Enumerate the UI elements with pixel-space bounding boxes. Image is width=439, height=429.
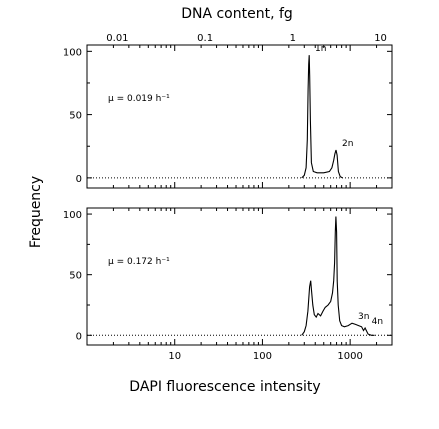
histogram-line bbox=[301, 55, 343, 179]
bottom-axis-title: DAPI fluorescence intensity bbox=[129, 379, 320, 395]
peak-label-1n: 1n bbox=[315, 44, 326, 54]
y-axis-title: Frequency bbox=[28, 176, 44, 248]
plot-frame bbox=[86, 44, 393, 189]
top-axis-ticks: 0.01 0.1 1 10 bbox=[106, 33, 387, 44]
plot-frame bbox=[86, 207, 393, 346]
y-tick-label: 50 bbox=[69, 271, 82, 282]
top-axis-title: DNA content, fg bbox=[181, 6, 293, 22]
y-tick-label: 0 bbox=[76, 174, 82, 185]
bottom-panel: 0 50 100 μ = 0.172 h⁻¹ 3n 4n bbox=[63, 207, 393, 346]
growth-rate-label: μ = 0.019 h⁻¹ bbox=[108, 94, 170, 104]
bottom-axis-tick-label: 100 bbox=[253, 351, 272, 362]
top-panel: 0 50 100 μ = 0.019 h⁻¹ 1n 2n bbox=[63, 44, 393, 189]
top-axis-tick-label: 0.1 bbox=[197, 33, 213, 44]
bottom-axis-tick-label: 10 bbox=[168, 351, 181, 362]
histogram-line bbox=[301, 216, 375, 336]
growth-rate-label: μ = 0.172 h⁻¹ bbox=[108, 257, 170, 267]
top-axis-tick-label: 1 bbox=[290, 33, 296, 44]
top-axis-tick-label: 10 bbox=[374, 33, 387, 44]
y-tick-label: 100 bbox=[63, 210, 82, 221]
top-axis-tick-label: 0.01 bbox=[106, 33, 128, 44]
peak-label-4n: 4n bbox=[372, 317, 383, 327]
peak-label-2n: 2n bbox=[342, 139, 353, 149]
bottom-axis-ticks: 10 100 1000 bbox=[168, 351, 363, 362]
y-tick-label: 50 bbox=[69, 111, 82, 122]
y-tick-label: 0 bbox=[76, 331, 82, 342]
peak-label-3n: 3n bbox=[358, 312, 369, 322]
bottom-axis-tick-label: 1000 bbox=[337, 351, 362, 362]
y-tick-label: 100 bbox=[63, 47, 82, 58]
